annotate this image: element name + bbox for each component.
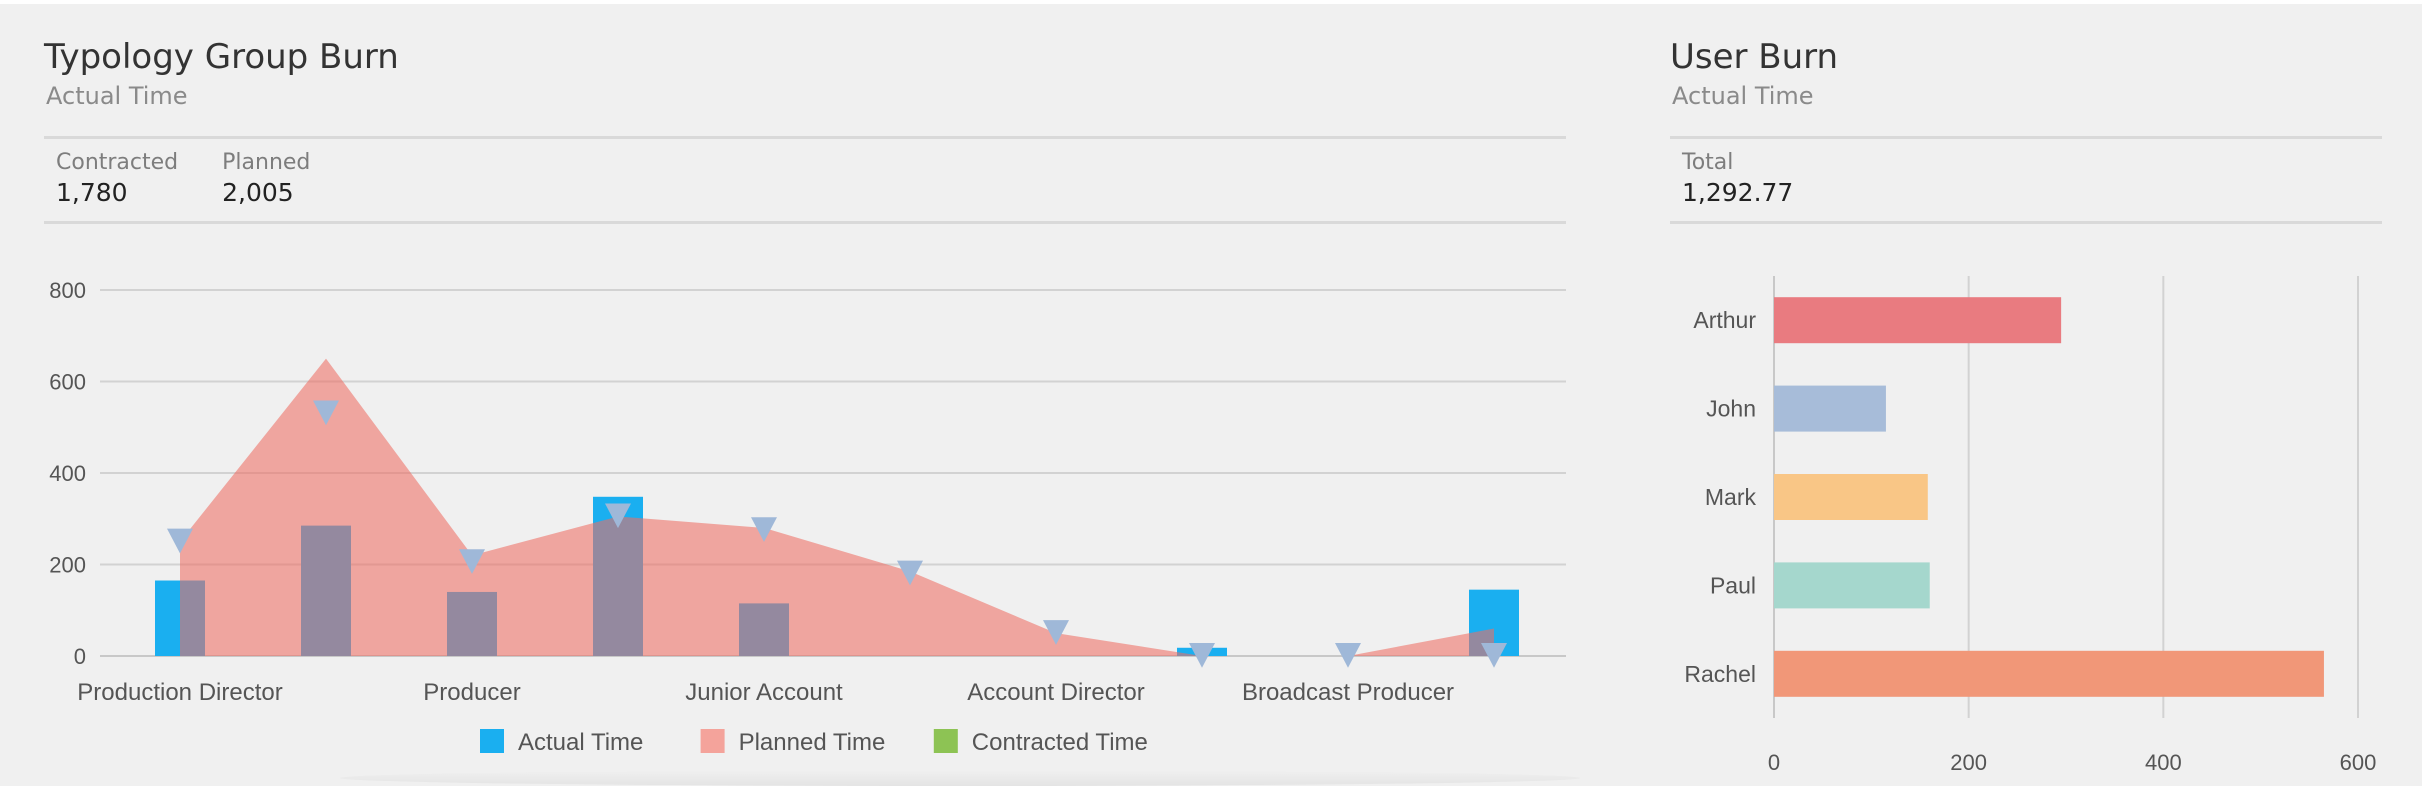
stat-value: 2,005	[222, 178, 294, 207]
x-tick-label: 400	[2145, 750, 2182, 775]
x-tick-label: Broadcast Producer	[1242, 679, 1454, 706]
contracted-time-marker	[1481, 643, 1507, 668]
contracted-time-marker	[1335, 643, 1361, 668]
top-border	[0, 0, 2422, 4]
legend-swatch	[700, 729, 725, 753]
legend-label: Planned Time	[739, 729, 886, 756]
stats-row: Contracted 1,780 Planned 2,005	[44, 136, 1566, 224]
contracted-time-marker	[459, 549, 485, 574]
y-tick-label: Arthur	[1693, 307, 1756, 333]
contracted-time-marker	[313, 400, 339, 426]
stat-label: Contracted	[56, 150, 179, 175]
user-burn-chart: 0 200 400 600 Arthur John Mark Paul Rachel	[1684, 276, 2377, 775]
stat-label: Planned	[222, 150, 311, 175]
user-burn-bar	[1774, 650, 2324, 697]
panel-subtitle: Actual Time	[46, 82, 188, 110]
typology-burn-chart: 0 200 400 600 800 Production Director Producer…	[49, 278, 1566, 756]
stat-contracted: Contracted 1,780	[56, 139, 178, 221]
user-burn-bar	[1774, 562, 1930, 609]
stat-value: 1,292.77	[1682, 178, 1794, 207]
panel-subtitle: Actual Time	[1672, 82, 1814, 110]
user-burn-panel: User Burn Actual Time Total 1,292.77	[1670, 30, 2382, 770]
contracted-time-marker	[605, 503, 631, 529]
x-tick-label: 200	[1950, 750, 1987, 775]
stats-row: Total 1,292.77	[1670, 136, 2382, 224]
x-tick-label: Producer	[423, 679, 520, 706]
y-tick-label: 400	[49, 461, 86, 486]
y-tick-label: John	[1706, 396, 1756, 422]
stat-planned: Planned 2,005	[222, 139, 310, 221]
y-tick-label: Rachel	[1684, 661, 1756, 687]
legend-label: Actual Time	[518, 729, 643, 756]
y-tick-label: 0	[74, 644, 86, 669]
user-burn-bar	[1774, 385, 1886, 432]
x-tick-label: Account Director	[967, 679, 1144, 706]
legend-swatch	[480, 729, 504, 753]
contracted-time-marker	[1189, 643, 1215, 668]
x-tick-label: Junior Account	[685, 679, 843, 706]
contracted-time-marker	[897, 560, 923, 586]
contracted-time-marker	[751, 517, 777, 542]
y-tick-label: 200	[49, 553, 86, 578]
panel-shadow	[340, 770, 1580, 786]
contracted-time-marker	[1043, 620, 1069, 645]
legend-swatch	[933, 729, 958, 753]
y-tick-label: 800	[49, 278, 86, 303]
user-burn-bar	[1774, 297, 2062, 344]
typology-group-burn-panel: Typology Group Burn Actual Time Contract…	[44, 30, 1566, 770]
stat-label: Total	[1682, 150, 1734, 175]
x-tick-label: Production Director	[77, 679, 282, 706]
y-tick-label: Mark	[1705, 484, 1757, 510]
panel-title: Typology Group Burn	[44, 37, 399, 77]
planned-time-area	[180, 358, 1494, 656]
y-tick-label: 600	[49, 370, 86, 395]
x-tick-label: 0	[1768, 750, 1780, 775]
y-tick-label: Paul	[1710, 572, 1756, 598]
panel-title: User Burn	[1670, 37, 1839, 77]
contracted-time-marker	[167, 528, 193, 554]
x-tick-label: 600	[2340, 750, 2377, 775]
stat-total: Total 1,292.77	[1682, 139, 1793, 221]
user-burn-bar	[1774, 474, 1928, 520]
stat-value: 1,780	[56, 178, 128, 207]
legend-label: Contracted Time	[972, 729, 1148, 756]
